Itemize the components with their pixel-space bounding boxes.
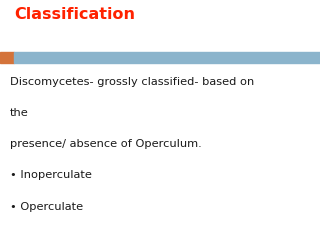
Text: • Inoperculate: • Inoperculate: [10, 170, 92, 180]
Bar: [14, 52, 320, 63]
Text: presence/ absence of Operculum.: presence/ absence of Operculum.: [10, 139, 201, 149]
Text: Discomycetes- grossly classified- based on: Discomycetes- grossly classified- based …: [10, 77, 254, 87]
Text: the: the: [10, 108, 28, 118]
Text: Classification: Classification: [14, 7, 135, 22]
Bar: [0, 52, 14, 63]
Text: • Operculate: • Operculate: [10, 202, 83, 212]
